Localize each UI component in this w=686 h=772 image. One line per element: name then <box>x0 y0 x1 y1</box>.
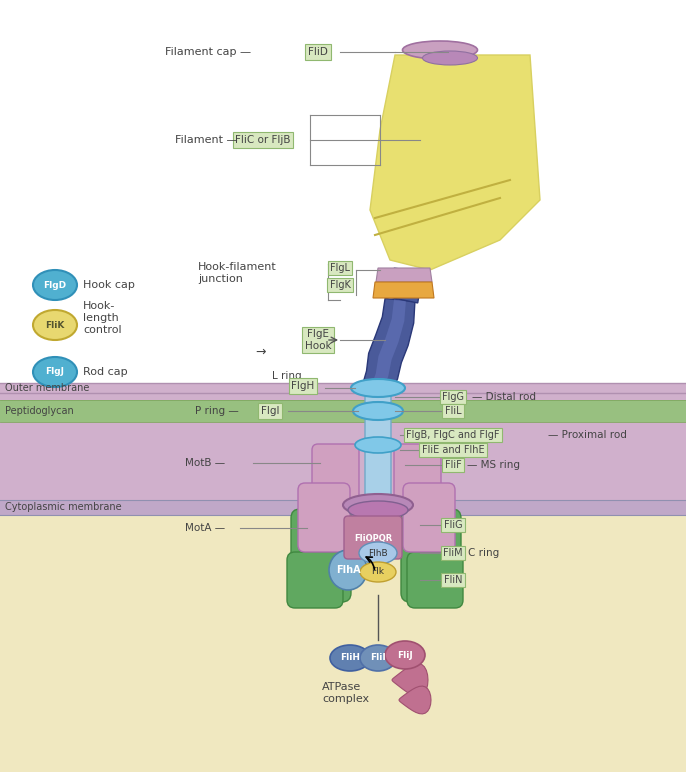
Ellipse shape <box>343 494 413 516</box>
Text: FlgK: FlgK <box>329 280 351 290</box>
Text: MotA —: MotA — <box>185 523 225 533</box>
Text: FliJ: FliJ <box>397 651 413 659</box>
Text: FliM: FliM <box>443 548 463 558</box>
Text: →: → <box>255 346 265 358</box>
Ellipse shape <box>355 437 401 453</box>
Text: — Distal rod: — Distal rod <box>472 392 536 402</box>
Text: FlgL: FlgL <box>330 263 350 273</box>
Text: FliL: FliL <box>445 406 461 416</box>
Ellipse shape <box>385 641 425 669</box>
FancyBboxPatch shape <box>394 444 441 506</box>
Bar <box>0 383 686 513</box>
Text: FlgH: FlgH <box>292 381 315 391</box>
Text: Cytoplasmic membrane: Cytoplasmic membrane <box>5 502 121 512</box>
FancyBboxPatch shape <box>287 552 343 608</box>
Text: FlgG: FlgG <box>442 392 464 402</box>
Ellipse shape <box>33 270 77 300</box>
Text: FliN: FliN <box>444 575 462 585</box>
Text: FliF: FliF <box>445 460 462 470</box>
Text: FliE and FlhE: FliE and FlhE <box>422 445 484 455</box>
FancyBboxPatch shape <box>291 509 351 602</box>
Polygon shape <box>370 55 540 270</box>
Text: L ring: L ring <box>272 371 302 381</box>
Polygon shape <box>373 282 434 298</box>
Polygon shape <box>399 686 431 714</box>
Text: Peptidoglycan: Peptidoglycan <box>5 406 74 416</box>
Text: FlgE
Hook: FlgE Hook <box>305 329 331 350</box>
Text: Outer membrane: Outer membrane <box>5 383 89 393</box>
Polygon shape <box>372 300 406 388</box>
Ellipse shape <box>329 550 367 590</box>
Bar <box>0 0 686 383</box>
Polygon shape <box>376 268 432 282</box>
Text: FlhB: FlhB <box>368 548 388 557</box>
Text: FlhA: FlhA <box>335 565 360 575</box>
FancyBboxPatch shape <box>298 483 350 552</box>
Text: ATPase
complex: ATPase complex <box>322 682 369 704</box>
Ellipse shape <box>348 501 408 519</box>
Bar <box>0 500 686 515</box>
Ellipse shape <box>360 562 396 582</box>
Polygon shape <box>388 268 422 303</box>
Text: FliC or FljB: FliC or FljB <box>235 135 291 145</box>
Polygon shape <box>364 299 415 391</box>
Text: FlgB, FlgC and FlgF: FlgB, FlgC and FlgF <box>406 430 499 440</box>
Text: FliI: FliI <box>370 654 386 662</box>
Text: Flk: Flk <box>372 567 384 577</box>
Ellipse shape <box>33 310 77 340</box>
Text: P ring —: P ring — <box>195 406 239 416</box>
Ellipse shape <box>360 645 396 671</box>
Text: Rod cap: Rod cap <box>83 367 128 377</box>
FancyBboxPatch shape <box>407 552 463 608</box>
FancyBboxPatch shape <box>401 509 461 602</box>
Ellipse shape <box>403 41 477 59</box>
Text: Hook-filament
junction: Hook-filament junction <box>198 262 276 284</box>
Text: FliOPQR: FliOPQR <box>354 533 392 543</box>
Text: FlgJ: FlgJ <box>45 367 64 377</box>
Bar <box>0 510 686 772</box>
Text: Filament cap —: Filament cap — <box>165 47 251 57</box>
Text: FlgI: FlgI <box>261 406 279 416</box>
Text: Hook-
length
control: Hook- length control <box>83 301 121 334</box>
Ellipse shape <box>423 51 477 65</box>
Text: — Proximal rod: — Proximal rod <box>548 430 627 440</box>
Text: FliH: FliH <box>340 654 360 662</box>
Text: Hook cap: Hook cap <box>83 280 135 290</box>
Polygon shape <box>392 663 428 696</box>
FancyBboxPatch shape <box>403 483 455 552</box>
Ellipse shape <box>33 357 77 387</box>
Text: MotB —: MotB — <box>185 458 225 468</box>
Text: FliD: FliD <box>308 47 328 57</box>
FancyBboxPatch shape <box>312 444 359 506</box>
Text: C ring: C ring <box>468 548 499 558</box>
Text: FliK: FliK <box>45 320 64 330</box>
Ellipse shape <box>351 379 405 397</box>
Ellipse shape <box>330 645 370 671</box>
Bar <box>0 400 686 422</box>
Ellipse shape <box>359 542 397 564</box>
Text: — MS ring: — MS ring <box>467 460 520 470</box>
Ellipse shape <box>353 402 403 420</box>
FancyBboxPatch shape <box>344 516 402 559</box>
Text: Filament —: Filament — <box>175 135 237 145</box>
FancyBboxPatch shape <box>365 391 391 507</box>
Text: FliG: FliG <box>444 520 462 530</box>
Text: FlgD: FlgD <box>43 280 67 290</box>
Bar <box>0 383 686 393</box>
